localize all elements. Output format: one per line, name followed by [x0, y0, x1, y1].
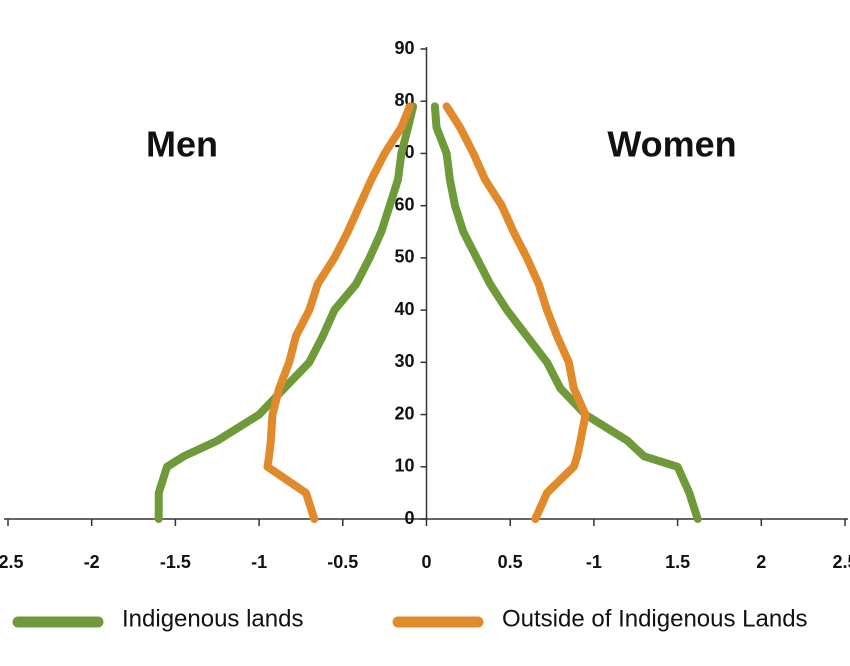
x-tick-label: 1.5	[665, 552, 690, 572]
women-label: Women	[607, 124, 736, 165]
series-line	[154, 102, 418, 523]
x-tick-label: -2	[84, 552, 100, 572]
series-line	[430, 102, 702, 523]
x-tick-label: 0	[421, 552, 431, 572]
y-tick-label: 30	[394, 351, 414, 371]
y-tick-label: 10	[394, 456, 414, 476]
y-tick-label: 50	[394, 247, 414, 267]
y-tick-label: 20	[394, 403, 414, 423]
x-tick-label: 2.5	[832, 552, 850, 572]
series-line	[442, 102, 590, 523]
x-tick-label: -0.5	[327, 552, 358, 572]
x-tick-label: -1	[251, 552, 267, 572]
x-tick-label: -1	[586, 552, 602, 572]
legend-label: Outside of Indigenous Lands	[502, 605, 808, 632]
x-tick-label: -1.5	[160, 552, 191, 572]
y-tick-label: 40	[394, 299, 414, 319]
y-tick-label: 60	[394, 194, 414, 214]
legend-label: Indigenous lands	[122, 605, 303, 632]
men-label: Men	[146, 124, 218, 165]
y-tick-label: 90	[394, 38, 414, 58]
y-tick-label: 0	[404, 508, 414, 528]
x-tick-label: -2.5	[0, 552, 24, 572]
x-tick-label: 2	[756, 552, 766, 572]
series-line	[263, 102, 414, 523]
x-tick-label: 0.5	[498, 552, 523, 572]
